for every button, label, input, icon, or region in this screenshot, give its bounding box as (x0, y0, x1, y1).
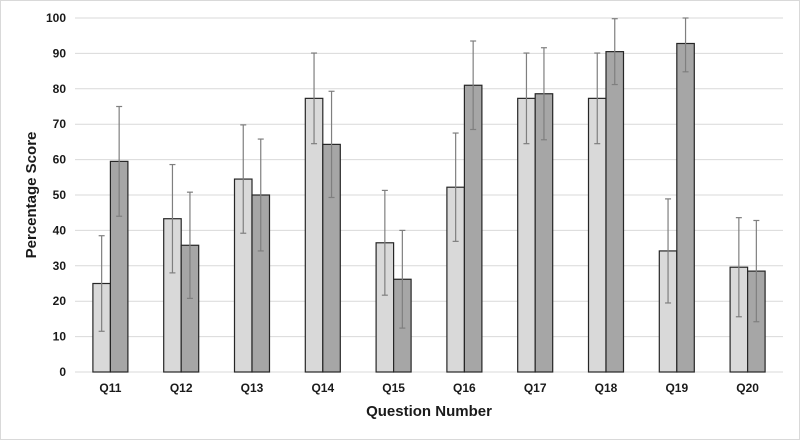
y-tick-label: 100 (46, 11, 66, 25)
y-tick-label: 60 (53, 153, 67, 167)
y-tick-label: 40 (53, 223, 67, 237)
y-tick-label: 50 (53, 188, 67, 202)
x-tick-label: Q20 (736, 381, 759, 395)
x-tick-label: Q13 (241, 381, 264, 395)
bar-q19-s2 (676, 42, 695, 373)
y-tick-label: 0 (59, 365, 66, 379)
y-tick-label: 10 (53, 330, 67, 344)
x-tick-labels: Q11 Q12 Q13 Q14 Q15 Q16 Q17 Q18 Q19 Q20 (99, 381, 759, 395)
x-tick-label: Q18 (595, 381, 618, 395)
y-tick-label: 80 (53, 82, 67, 96)
x-tick-label: Q14 (311, 381, 334, 395)
x-tick-label: Q19 (665, 381, 688, 395)
bars (92, 17, 766, 373)
y-tick-labels: 0 10 20 30 40 50 60 70 80 90 100 (46, 11, 66, 379)
bar-q18-s2 (605, 51, 625, 373)
x-tick-label: Q15 (382, 381, 405, 395)
x-axis-label: Question Number (366, 403, 492, 420)
y-tick-label: 30 (53, 259, 67, 273)
x-tick-label: Q11 (99, 381, 121, 395)
y-tick-label: 70 (53, 117, 67, 131)
y-tick-label: 20 (53, 294, 67, 308)
y-tick-label: 90 (53, 46, 67, 60)
x-tick-label: Q17 (524, 381, 547, 395)
y-axis-label: Percentage Score (23, 132, 40, 259)
x-tick-label: Q12 (170, 381, 193, 395)
x-tick-label: Q16 (453, 381, 476, 395)
